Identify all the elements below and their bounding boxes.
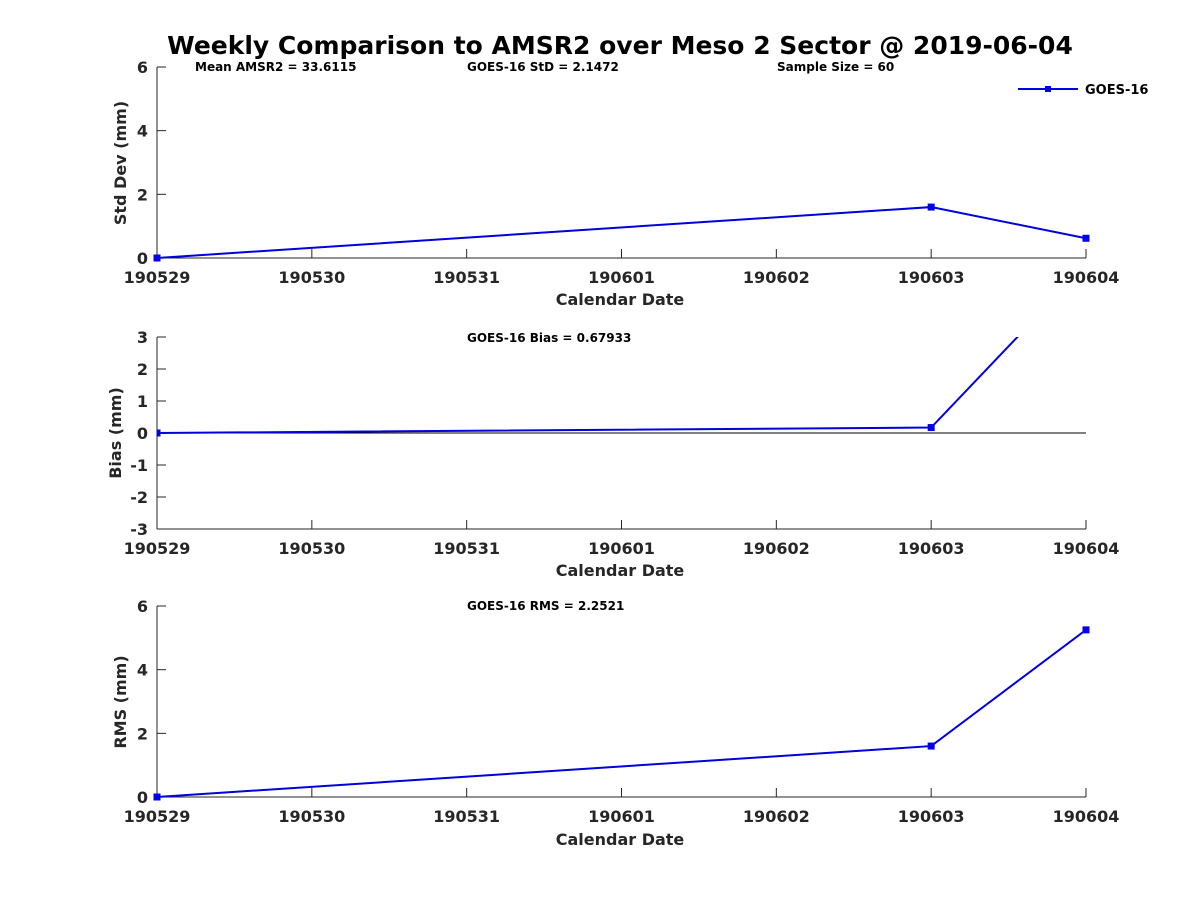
panel-std: 190529 190530 190531 190601 190602 190603 1906… bbox=[111, 58, 1148, 309]
x-axis-label-rms: Calendar Date bbox=[556, 830, 685, 849]
x-tick-label-bias: 190529 bbox=[124, 539, 191, 558]
annotation-goes16-rms: GOES-16 RMS = 2.2521 bbox=[467, 599, 624, 613]
data-point-bias bbox=[157, 429, 161, 437]
x-tick-label-bias: 190601 bbox=[588, 539, 655, 558]
panel-bias: 190529 190530 190531 190601 190602 190603 1906… bbox=[106, 328, 1120, 580]
legend-label-goes16: GOES-16 bbox=[1085, 83, 1148, 98]
x-tick-label-std: 190529 bbox=[124, 268, 191, 287]
x-tick-label-std: 190603 bbox=[898, 268, 965, 287]
ticks-bias: 190529 190530 190531 190601 190602 190603 1906… bbox=[124, 328, 1120, 558]
x-tick-label-bias: 190530 bbox=[278, 539, 345, 558]
x-tick-label-rms: 190603 bbox=[898, 807, 965, 826]
x-axis-label-bias: Calendar Date bbox=[556, 561, 685, 580]
x-tick-label-std: 190604 bbox=[1053, 268, 1120, 287]
x-tick-label-rms: 190604 bbox=[1053, 807, 1120, 826]
data-point-std bbox=[153, 254, 161, 262]
data-point-rms bbox=[927, 742, 935, 750]
ticks-rms: 190529 190530 190531 190601 190602 190603 1906… bbox=[124, 597, 1120, 826]
data-point-std bbox=[1082, 234, 1090, 242]
series-line-rms bbox=[156, 629, 1087, 798]
series-rms bbox=[153, 626, 1090, 801]
x-tick-label-rms: 190602 bbox=[743, 807, 810, 826]
y-tick-label-bias: 0 bbox=[137, 424, 148, 443]
annotation-sample-size: Sample Size = 60 bbox=[777, 60, 894, 74]
y-axis-label-bias: Bias (mm) bbox=[106, 387, 125, 479]
y-tick-label-bias: 3 bbox=[137, 328, 148, 347]
series-std bbox=[153, 203, 1090, 262]
y-tick-label-std: 0 bbox=[137, 249, 148, 268]
y-tick-label-rms: 4 bbox=[137, 661, 148, 680]
annotation-goes16-std: GOES-16 StD = 2.1472 bbox=[467, 60, 619, 74]
x-tick-label-bias: 190604 bbox=[1053, 539, 1120, 558]
series-bias bbox=[157, 337, 1019, 437]
y-tick-label-rms: 2 bbox=[137, 724, 148, 743]
y-tick-label-bias: -2 bbox=[130, 488, 148, 507]
annotation-goes16-bias: GOES-16 Bias = 0.67933 bbox=[467, 331, 631, 345]
x-axis-label-std: Calendar Date bbox=[556, 290, 685, 309]
x-tick-label-rms: 190530 bbox=[278, 807, 345, 826]
y-axis-label-rms: RMS (mm) bbox=[111, 655, 130, 748]
data-point-std bbox=[927, 203, 935, 211]
y-tick-label-rms: 6 bbox=[137, 597, 148, 616]
x-tick-label-std: 190601 bbox=[588, 268, 655, 287]
y-tick-label-bias: 1 bbox=[137, 392, 148, 411]
x-tick-label-std: 190530 bbox=[278, 268, 345, 287]
x-tick-label-bias: 190531 bbox=[433, 539, 500, 558]
panel-rms: 190529 190530 190531 190601 190602 190603 1906… bbox=[111, 597, 1119, 849]
x-tick-label-rms: 190531 bbox=[433, 807, 500, 826]
x-tick-label-std: 190531 bbox=[433, 268, 500, 287]
chart-title: Weekly Comparison to AMSR2 over Meso 2 S… bbox=[167, 31, 1073, 60]
annotation-mean-amsr2: Mean AMSR2 = 33.6115 bbox=[195, 60, 356, 74]
ticks-std: 190529 190530 190531 190601 190602 190603 1906… bbox=[124, 58, 1120, 287]
x-tick-label-bias: 190603 bbox=[898, 539, 965, 558]
data-point-bias bbox=[927, 424, 935, 432]
x-tick-label-bias: 190602 bbox=[743, 539, 810, 558]
y-tick-label-std: 2 bbox=[137, 185, 148, 204]
data-point-rms bbox=[153, 793, 161, 801]
x-tick-label-std: 190602 bbox=[743, 268, 810, 287]
x-tick-label-rms: 190529 bbox=[124, 807, 191, 826]
x-tick-label-rms: 190601 bbox=[588, 807, 655, 826]
y-tick-label-std: 4 bbox=[137, 122, 148, 141]
y-tick-label-bias: -1 bbox=[130, 456, 148, 475]
legend: GOES-16 bbox=[1018, 83, 1148, 98]
y-tick-label-std: 6 bbox=[137, 58, 148, 77]
legend-marker bbox=[1045, 86, 1051, 92]
y-axis-label-std: Std Dev (mm) bbox=[111, 101, 130, 225]
y-tick-label-rms: 0 bbox=[137, 788, 148, 807]
data-point-rms bbox=[1082, 626, 1090, 634]
y-tick-label-bias: -3 bbox=[130, 520, 148, 539]
y-tick-label-bias: 2 bbox=[137, 360, 148, 379]
